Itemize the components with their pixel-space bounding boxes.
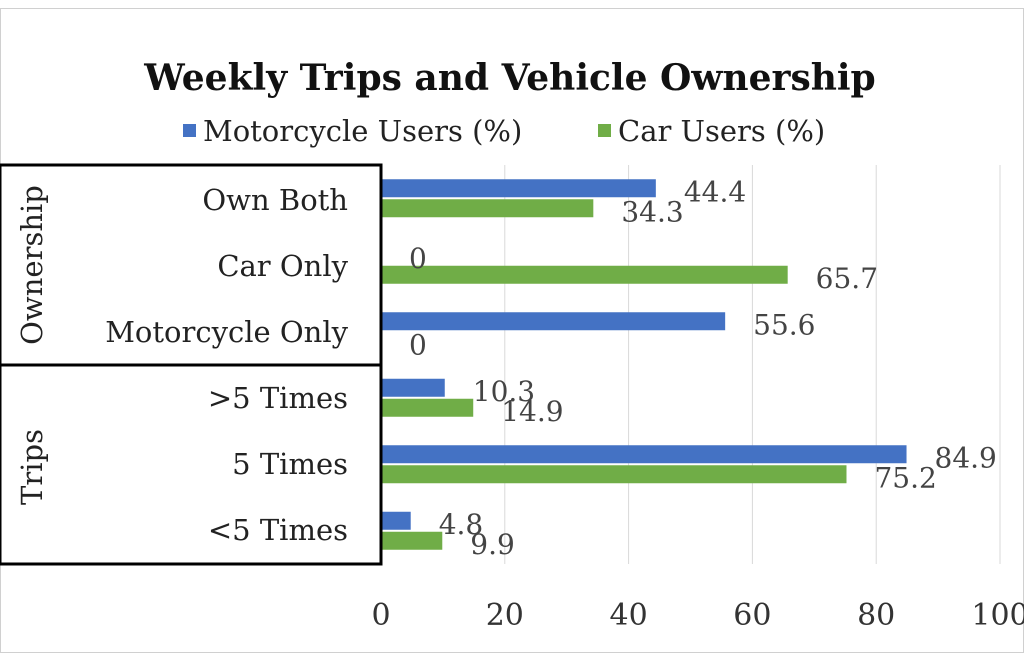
legend-swatch-motorcycle — [183, 124, 196, 137]
category-label-less-than-5-times: <5 Times — [208, 513, 348, 547]
bar-motorcycle — [381, 445, 907, 464]
bars — [381, 179, 907, 550]
bar-car — [381, 398, 474, 417]
x-tick-label: 0 — [371, 598, 390, 633]
bar-motorcycle — [381, 511, 411, 530]
x-axis-ticks: 0 20 40 60 80 100 — [371, 598, 1024, 633]
bar-car — [381, 531, 443, 550]
data-label-motorcycle: 4.8 — [439, 508, 484, 541]
bar-motorcycle — [381, 378, 445, 397]
data-label-motorcycle: 10.3 — [473, 375, 535, 408]
data-label-car: 0 — [409, 328, 427, 361]
bar-car — [381, 199, 594, 218]
bar-car — [381, 465, 847, 484]
category-label-car-only: Car Only — [217, 249, 348, 283]
data-label-car: 65.7 — [816, 262, 878, 295]
chart-title: Weekly Trips and Vehicle Ownership — [143, 57, 875, 99]
data-label-motorcycle: 0 — [409, 242, 427, 275]
trips-group-box — [0, 363, 383, 566]
x-tick-label: 100 — [971, 598, 1024, 633]
gridlines — [504, 165, 1001, 564]
data-label-motorcycle: 44.4 — [684, 175, 746, 208]
data-label-car: 75.2 — [874, 461, 936, 494]
data-label-car: 34.3 — [621, 195, 683, 228]
category-label-more-than-5-times: >5 Times — [208, 381, 348, 415]
category-label-own-both: Own Both — [202, 183, 348, 217]
x-tick-label: 60 — [733, 598, 771, 633]
category-table: Ownership Trips Own Both Car Only Motorc… — [0, 163, 383, 566]
x-tick-label: 20 — [486, 598, 524, 633]
bar-motorcycle — [381, 312, 726, 331]
chart-border — [0, 8, 1024, 653]
data-label-motorcycle: 84.9 — [935, 441, 997, 474]
category-label-motorcycle-only: Motorcycle Only — [105, 315, 348, 349]
data-label-car: 14.9 — [501, 395, 563, 428]
group-label-ownership: Ownership — [15, 185, 49, 345]
bar-motorcycle — [381, 179, 656, 198]
legend-label-car: Car Users (%) — [618, 114, 825, 148]
data-label-motorcycle: 55.6 — [753, 308, 815, 341]
bar-car — [381, 265, 788, 284]
data-label-car: 9.9 — [470, 528, 515, 561]
x-tick-label: 40 — [610, 598, 648, 633]
legend-label-motorcycle: Motorcycle Users (%) — [203, 114, 522, 148]
legend-swatch-car — [598, 124, 611, 137]
x-tick-label: 80 — [857, 598, 895, 633]
group-label-trips: Trips — [15, 429, 49, 505]
legend: Motorcycle Users (%) Car Users (%) — [183, 114, 825, 148]
category-label-5-times: 5 Times — [232, 447, 348, 481]
data-labels: 44.434.3 0 65.755.6 0 10.314.9 84.975.2 4.89.9 — [409, 175, 997, 561]
